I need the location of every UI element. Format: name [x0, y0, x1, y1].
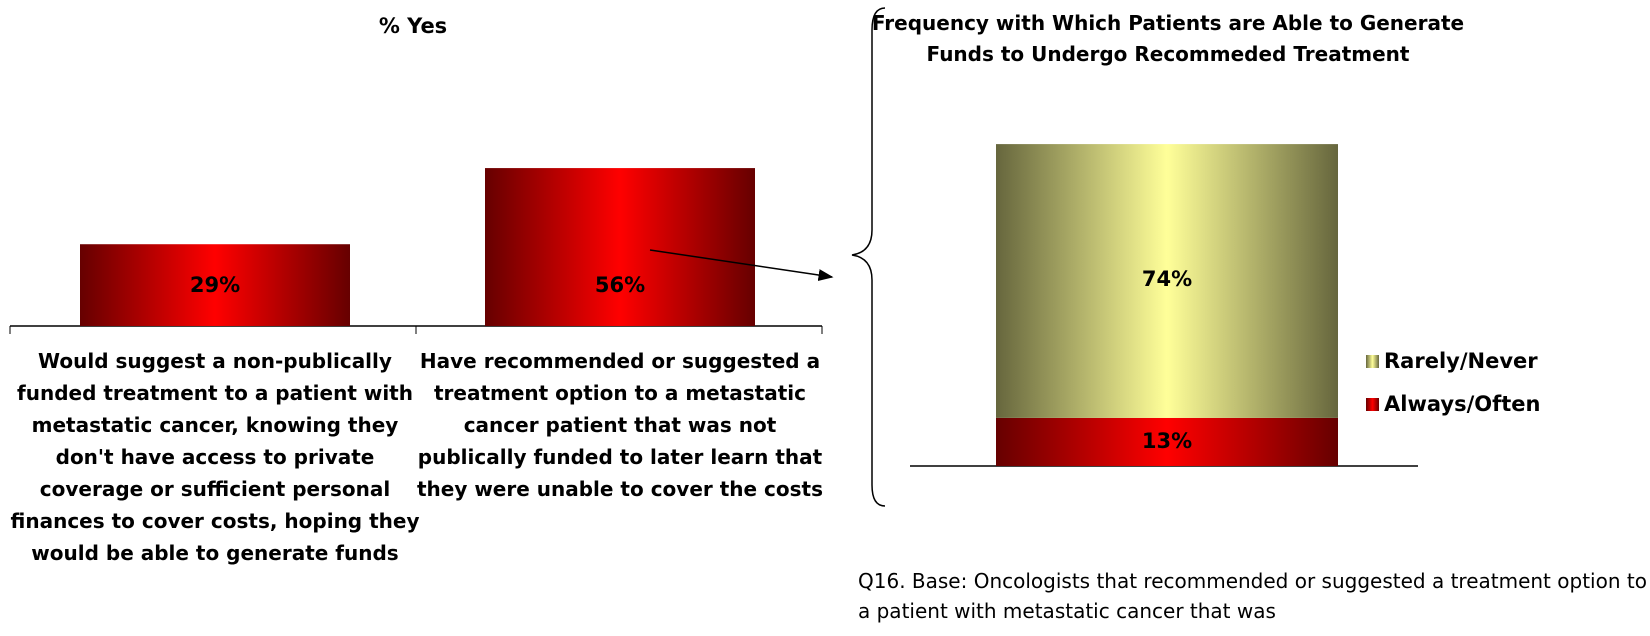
legend-label: Always/Often — [1384, 392, 1540, 416]
arrow — [649, 249, 834, 281]
chart-title: % Yes — [379, 14, 447, 38]
bar — [485, 168, 755, 326]
chart-title: Frequency with Which Patients are Able t… — [871, 11, 1465, 66]
data-label: 29% — [190, 273, 240, 297]
bar-segment — [996, 417, 1338, 466]
legend-label: Rarely/Never — [1384, 349, 1538, 373]
brace — [851, 7, 886, 507]
bar-segment — [996, 144, 1338, 418]
footnote: Q16. Base: Oncologists that recommended … — [858, 569, 1647, 623]
x-tick-label: Have recommended or suggested a treatmen… — [416, 349, 824, 501]
data-label: 56% — [595, 273, 645, 297]
data-label: 13% — [1142, 429, 1192, 453]
legend-swatch — [1366, 398, 1379, 411]
bar — [80, 244, 350, 326]
x-tick-label: Would suggest a non-publically funded tr… — [10, 349, 420, 565]
data-label: 74% — [1142, 267, 1192, 291]
legend-swatch — [1366, 355, 1379, 368]
